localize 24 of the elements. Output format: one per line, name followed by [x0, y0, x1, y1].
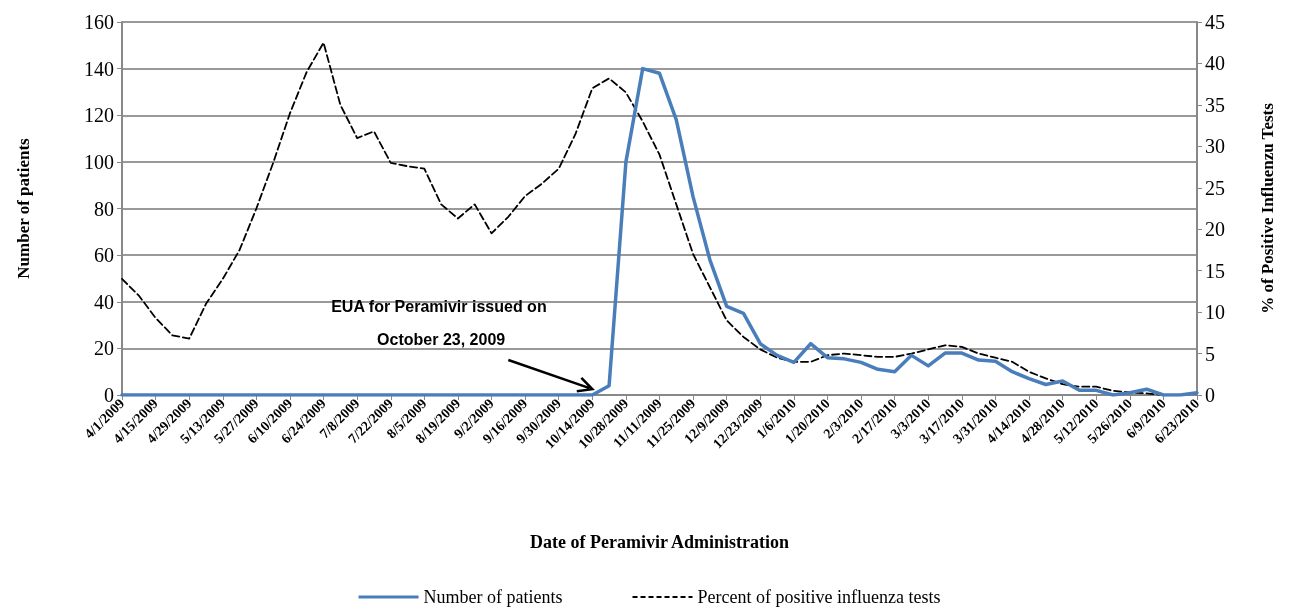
y-tick-label: 100	[84, 150, 114, 173]
y2-tick-label: 10	[1205, 301, 1225, 324]
y2-axis-title: % of Positive Influenzu Tests	[1258, 102, 1277, 314]
y-tick-label: 140	[84, 57, 114, 80]
y2-tick-label: 20	[1205, 218, 1225, 241]
y2-tick-label: 15	[1205, 259, 1225, 282]
x-axis-title: Date of Peramivir Administration	[529, 532, 790, 552]
y2-tick-label: 30	[1205, 135, 1225, 158]
y-axis-title: Number of patients	[14, 137, 33, 279]
annotation: EUA for Peramivir issued on October 23, 2009	[331, 297, 552, 348]
y-tick-label: 80	[94, 197, 114, 220]
y2-tick-label: 45	[1205, 11, 1225, 33]
y2-tick-label: 35	[1205, 93, 1225, 116]
y2-tick-label: 40	[1205, 52, 1225, 75]
y-tick-label: 160	[84, 11, 114, 33]
y-tick-label: 40	[94, 290, 114, 313]
y2-tick-label: 0	[1205, 384, 1215, 406]
y-tick-label: 60	[94, 244, 114, 267]
y2-tick-label: 5	[1205, 342, 1215, 365]
legend-label: Percent of positive influenza tests	[697, 587, 941, 607]
y2-tick-label: 25	[1205, 176, 1225, 199]
y-tick-label: 120	[84, 104, 114, 127]
legend-label: Number of patients	[423, 587, 563, 607]
y-tick-label: 20	[94, 337, 114, 360]
